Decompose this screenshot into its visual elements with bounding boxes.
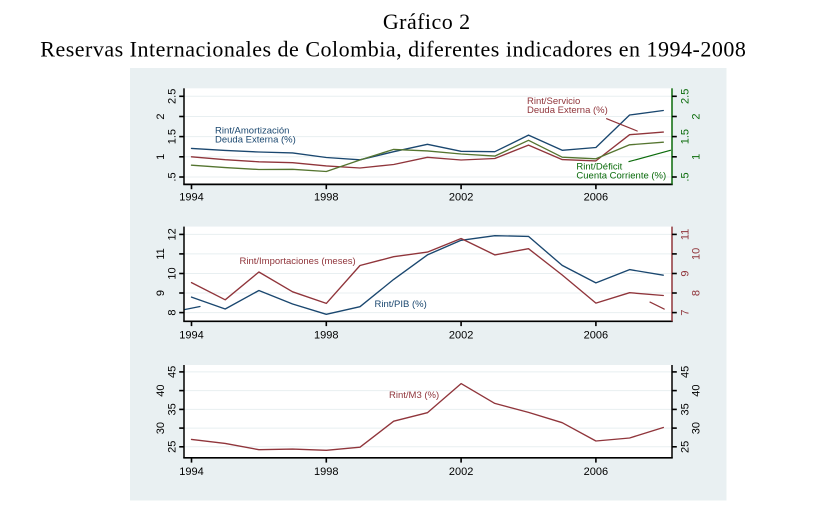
svg-text:2006: 2006 <box>584 466 608 478</box>
svg-text:Reservas Internacionales de Co: Reservas Internacionales de Colombia, di… <box>40 37 746 62</box>
svg-text:9: 9 <box>155 290 167 296</box>
svg-text:40: 40 <box>691 384 703 396</box>
svg-text:9: 9 <box>680 270 692 276</box>
svg-text:1.5: 1.5 <box>680 129 692 144</box>
svg-text:Gráfico 2: Gráfico 2 <box>383 9 471 34</box>
svg-text:Rint/PIB (%): Rint/PIB (%) <box>375 299 427 310</box>
svg-text:1994: 1994 <box>179 192 203 204</box>
svg-text:30: 30 <box>155 422 167 434</box>
svg-text:2006: 2006 <box>584 192 608 204</box>
svg-text:7: 7 <box>680 310 692 316</box>
svg-text:11: 11 <box>680 229 692 240</box>
svg-text:1998: 1998 <box>314 466 338 478</box>
svg-text:1998: 1998 <box>314 330 338 342</box>
svg-text:2: 2 <box>155 113 167 119</box>
svg-text:1998: 1998 <box>314 192 338 204</box>
svg-text:2002: 2002 <box>449 466 473 478</box>
svg-text:.5: .5 <box>166 172 178 181</box>
svg-text:2002: 2002 <box>449 330 473 342</box>
svg-text:25: 25 <box>166 441 178 453</box>
svg-text:2002: 2002 <box>449 192 473 204</box>
svg-text:Cuenta Corriente (%): Cuenta Corriente (%) <box>576 171 666 182</box>
svg-text:2.5: 2.5 <box>166 89 178 104</box>
svg-text:1994: 1994 <box>179 330 203 342</box>
svg-text:8: 8 <box>691 290 703 296</box>
svg-text:1: 1 <box>155 154 167 160</box>
svg-text:.5: .5 <box>680 172 692 181</box>
svg-text:2: 2 <box>691 113 703 119</box>
svg-text:1994: 1994 <box>179 466 203 478</box>
svg-text:8: 8 <box>166 310 178 316</box>
svg-text:12: 12 <box>166 228 178 240</box>
svg-text:2006: 2006 <box>584 330 608 342</box>
svg-text:Rint/Importaciones (meses): Rint/Importaciones (meses) <box>240 256 356 267</box>
svg-text:Deuda Externa (%): Deuda Externa (%) <box>215 135 296 146</box>
svg-text:Deuda Externa (%): Deuda Externa (%) <box>527 105 608 116</box>
svg-text:35: 35 <box>680 403 692 415</box>
svg-text:10: 10 <box>691 248 703 260</box>
svg-text:45: 45 <box>680 366 692 378</box>
svg-text:40: 40 <box>155 384 167 396</box>
svg-text:10: 10 <box>166 267 178 279</box>
svg-text:1: 1 <box>691 154 703 160</box>
svg-text:Rint/Déficit: Rint/Déficit <box>576 162 622 173</box>
svg-text:Rint/Amortización: Rint/Amortización <box>215 126 289 137</box>
svg-text:1.5: 1.5 <box>166 129 178 144</box>
svg-text:Rint/Servicio: Rint/Servicio <box>527 96 580 107</box>
svg-text:45: 45 <box>166 366 178 378</box>
svg-text:35: 35 <box>166 403 178 415</box>
svg-text:Rint/M3 (%): Rint/M3 (%) <box>389 390 439 401</box>
svg-text:11: 11 <box>155 248 167 259</box>
svg-text:30: 30 <box>691 422 703 434</box>
svg-text:2.5: 2.5 <box>680 89 692 104</box>
svg-text:25: 25 <box>680 441 692 453</box>
